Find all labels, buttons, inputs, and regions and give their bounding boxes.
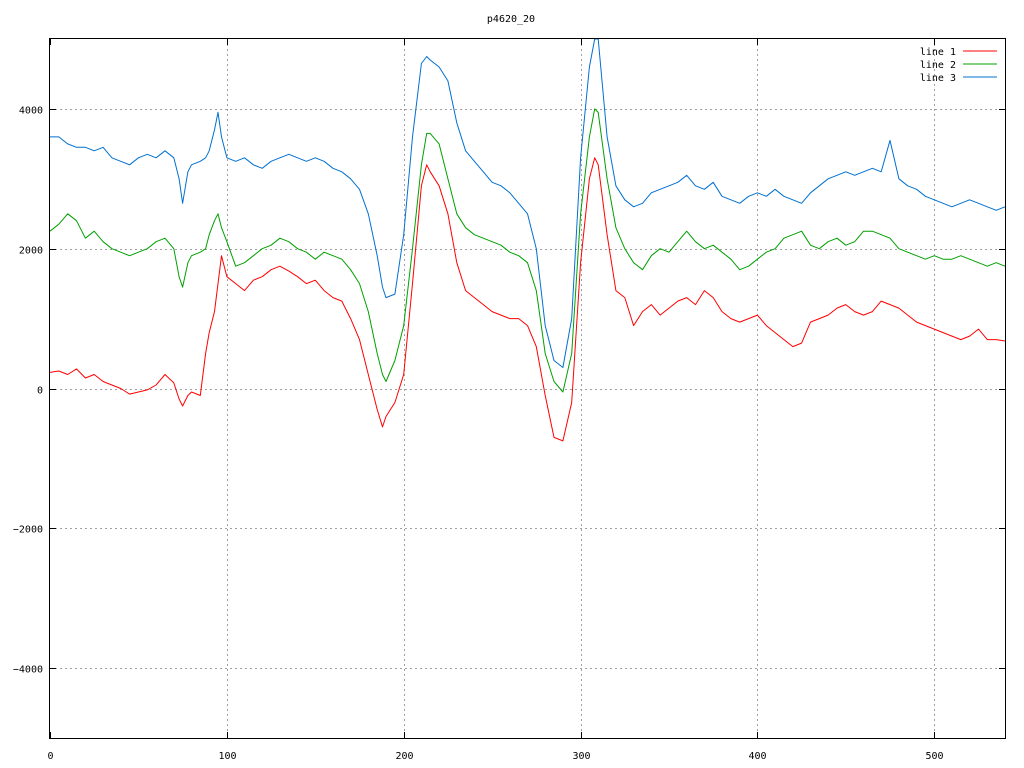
x-tick-label: 100 xyxy=(218,751,236,762)
y-tick-label: 2000 xyxy=(19,246,43,257)
y-tick-label: −4000 xyxy=(13,665,43,676)
legend-label: line 2 xyxy=(920,60,956,71)
chart-title: p4620_20 xyxy=(487,14,535,25)
plot-frame xyxy=(49,38,1006,739)
x-tick-label: 300 xyxy=(572,751,590,762)
y-tick-label: 4000 xyxy=(19,106,43,117)
x-tick-labels: 0 100 200 300 400 500 xyxy=(47,751,943,762)
y-tick-labels: −4000 −2000 0 2000 4000 xyxy=(13,106,43,676)
legend: line 1 line 2 line 3 xyxy=(920,47,997,84)
series-line-3 xyxy=(50,38,1006,368)
series-line-2 xyxy=(49,108,1006,393)
series-group xyxy=(49,38,1006,442)
series-line-1 xyxy=(49,157,1006,442)
y-tick-label: 0 xyxy=(37,386,43,397)
x-tick-label: 400 xyxy=(748,751,766,762)
x-tick-label: 500 xyxy=(925,751,943,762)
x-tick-label: 0 xyxy=(47,751,53,762)
x-tick-label: 200 xyxy=(395,751,413,762)
axis-ticks xyxy=(50,39,1005,738)
y-tick-label: −2000 xyxy=(13,525,43,536)
legend-label: line 3 xyxy=(920,73,956,84)
legend-label: line 1 xyxy=(920,47,956,58)
grid xyxy=(50,39,1005,738)
